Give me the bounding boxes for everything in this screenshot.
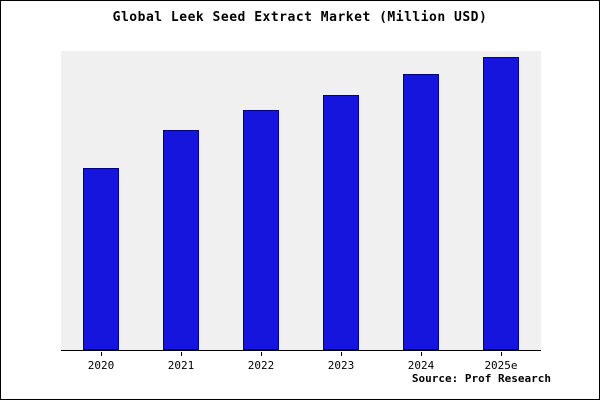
bar-group (141, 51, 221, 350)
x-tick-label-2022: 2022 (221, 352, 301, 372)
bar-group (381, 51, 461, 350)
x-tick-mark (421, 352, 422, 356)
bar-group (221, 51, 301, 350)
bar-2020 (83, 168, 119, 350)
bar-group (461, 51, 541, 350)
x-tick-mark (181, 352, 182, 356)
chart-title: Global Leek Seed Extract Market (Million… (112, 10, 488, 25)
x-tick-label-2020: 2020 (61, 352, 141, 372)
x-tick-label-2023: 2023 (301, 352, 381, 372)
source-credit: Source: Prof Research (411, 372, 551, 385)
bar-2024 (403, 74, 439, 350)
x-tick-mark (341, 352, 342, 356)
bar-group (61, 51, 141, 350)
bar-group (301, 51, 381, 350)
x-axis-tick-labels: 2020 2021 2022 2023 2024 2025e (61, 352, 541, 372)
bar-2021 (163, 130, 199, 350)
x-tick-mark (261, 352, 262, 356)
plot-area (61, 51, 541, 351)
bar-2025e (483, 56, 519, 350)
x-tick-mark (501, 352, 502, 356)
x-tick-label-2024: 2024 (381, 352, 461, 372)
x-tick-label-2021: 2021 (141, 352, 221, 372)
bar-2023 (323, 94, 359, 350)
x-tick-mark (101, 352, 102, 356)
x-tick-label-2025e: 2025e (461, 352, 541, 372)
bar-2022 (243, 109, 279, 350)
